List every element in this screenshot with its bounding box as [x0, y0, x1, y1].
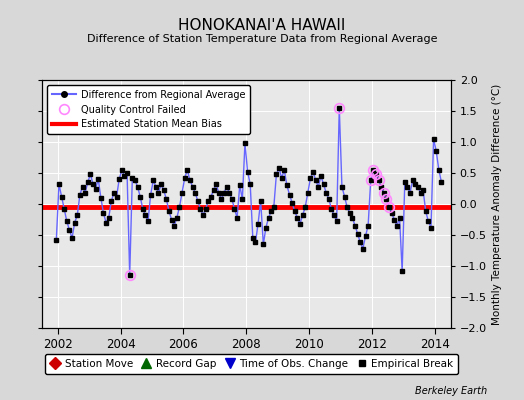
Y-axis label: Monthly Temperature Anomaly Difference (°C): Monthly Temperature Anomaly Difference (…	[493, 83, 503, 325]
Text: Berkeley Earth: Berkeley Earth	[415, 386, 487, 396]
Legend: Difference from Regional Average, Quality Control Failed, Estimated Station Mean: Difference from Regional Average, Qualit…	[47, 85, 250, 134]
Text: Difference of Station Temperature Data from Regional Average: Difference of Station Temperature Data f…	[87, 34, 437, 44]
Legend: Station Move, Record Gap, Time of Obs. Change, Empirical Break: Station Move, Record Gap, Time of Obs. C…	[45, 354, 459, 374]
Text: HONOKANAI'A HAWAII: HONOKANAI'A HAWAII	[178, 18, 346, 33]
